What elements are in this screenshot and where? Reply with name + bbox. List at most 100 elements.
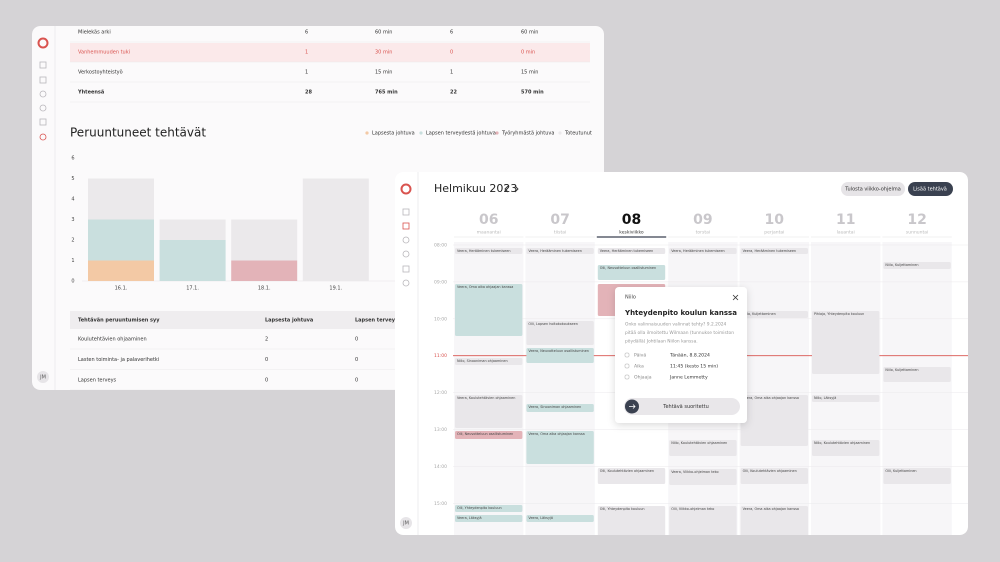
- day-date: 07: [550, 212, 569, 228]
- event-block[interactable]: [455, 248, 523, 254]
- event-block[interactable]: [883, 468, 951, 484]
- y-tick-label: 6: [71, 156, 74, 162]
- event-label: Veera, Viikko-ohjelman teko: [671, 470, 718, 474]
- icon-home[interactable]: [39, 61, 47, 69]
- detail-label: Ohjaaja: [634, 375, 652, 381]
- avatar[interactable]: [400, 517, 412, 529]
- event-block[interactable]: [455, 284, 523, 336]
- icon-stats[interactable]: [39, 133, 47, 141]
- event-block[interactable]: [883, 262, 951, 269]
- event-block[interactable]: [883, 367, 951, 382]
- x-tick-label: 18.1.: [258, 286, 271, 292]
- event-label: Veera, Herääminen tukemiseen: [743, 249, 797, 253]
- y-tick-label: 1: [71, 258, 74, 264]
- y-tick-label: 0: [71, 279, 74, 285]
- table-cell: 0: [450, 50, 453, 56]
- icon-smile[interactable]: [39, 90, 47, 98]
- table-cell: Lapsen terveys: [78, 378, 117, 384]
- event-block[interactable]: [597, 248, 666, 254]
- table-cell: Verkostoyhteistyö: [78, 70, 123, 76]
- day-weekday: maanantai: [477, 230, 501, 236]
- nav-arrows[interactable]: [504, 185, 519, 193]
- table-cell: 2: [265, 337, 268, 343]
- event-label: Olli, Lapsen hoitokokoukseen: [528, 322, 577, 326]
- event-block[interactable]: [740, 468, 808, 484]
- day-date: 11: [836, 212, 855, 228]
- event-block[interactable]: [597, 265, 666, 280]
- button-arrow: [629, 404, 636, 409]
- time-label: 08:00: [434, 243, 447, 249]
- event-label: Niilo, Kuljettaminen: [743, 312, 776, 316]
- time-label: 10:00: [434, 316, 447, 322]
- icon-stats[interactable]: [402, 279, 410, 287]
- x-tick-label: 19.1.: [329, 286, 342, 292]
- day-date: 06: [479, 212, 498, 228]
- event-block[interactable]: [597, 506, 666, 536]
- event-block[interactable]: [669, 469, 737, 485]
- detail-value: Tänään, 8.8.2024: [669, 353, 710, 359]
- icon-doc[interactable]: [39, 118, 47, 126]
- event-label: Veera, Sinooniman ohjaaminen: [528, 405, 581, 409]
- event-label: Niilo, Koulutehtävien ohjaaminen: [814, 441, 870, 445]
- event-block[interactable]: [526, 248, 594, 254]
- icon-calendar[interactable]: [39, 76, 47, 84]
- event-block[interactable]: [812, 311, 880, 374]
- logo: [400, 183, 412, 195]
- popup-description: Onko valinnaisuuden valinnat tehty? 9.2.…: [625, 322, 727, 328]
- detail-value: 11:45 (kesto 15 min): [670, 364, 718, 370]
- event-block[interactable]: [812, 395, 880, 402]
- event-block[interactable]: [740, 395, 808, 446]
- event-block[interactable]: [526, 404, 594, 412]
- event-block[interactable]: [526, 431, 594, 464]
- event-block[interactable]: [455, 515, 523, 522]
- icon-calendar[interactable]: [402, 222, 410, 230]
- event-label: Niilo, Kuljettaminen: [885, 368, 918, 372]
- event-block[interactable]: [740, 248, 808, 254]
- day-weekday: lauantai: [837, 230, 855, 236]
- day-weekday: torstai: [696, 230, 710, 236]
- day-column: [525, 242, 595, 535]
- table-cell: 0 min: [521, 50, 535, 56]
- event-label: Niilo, Kuljettaminen: [885, 263, 918, 267]
- event-label: Veera, Herääminen tukemiseen: [457, 249, 511, 253]
- event-block[interactable]: [669, 440, 737, 456]
- event-block[interactable]: [669, 248, 737, 254]
- event-block[interactable]: [526, 321, 594, 345]
- table-cell: 30 min: [375, 50, 392, 56]
- popup-person: Niilo: [625, 295, 636, 301]
- event-block[interactable]: [740, 506, 808, 536]
- event-label: Veera, Oma aika ohjaajan kanssa: [457, 285, 513, 289]
- event-block[interactable]: [455, 505, 523, 512]
- event-block[interactable]: [812, 440, 880, 456]
- avatar-text: JM: [39, 375, 46, 381]
- event-block[interactable]: [455, 395, 523, 428]
- event-block[interactable]: [669, 506, 737, 536]
- day-date: 12: [907, 212, 926, 228]
- bar-segment: [88, 260, 154, 281]
- table-cell: 1: [450, 70, 453, 76]
- event-block[interactable]: [455, 431, 523, 439]
- event-block[interactable]: [455, 358, 523, 365]
- icon-smile[interactable]: [402, 236, 410, 244]
- popup-description: pöydällä) Johtilaan Niilon kanssa.: [625, 339, 698, 345]
- event-block[interactable]: [597, 468, 666, 484]
- table-cell: 60 min: [375, 30, 392, 36]
- print-button[interactable]: [841, 182, 905, 196]
- day-column: [739, 242, 809, 535]
- day-date: 10: [765, 212, 785, 228]
- icon-home[interactable]: [402, 208, 410, 216]
- event-label: Olli, Koulutehtävien ohjaaminen: [743, 469, 797, 473]
- event-block[interactable]: [526, 348, 594, 363]
- event-label: Niilo, Läksyjä: [814, 396, 836, 400]
- legend-marker: [365, 131, 369, 135]
- avatar[interactable]: [37, 371, 49, 383]
- icon-users[interactable]: [39, 104, 47, 112]
- event-block[interactable]: [740, 311, 808, 318]
- close-icon[interactable]: [732, 294, 739, 301]
- complete-button[interactable]: [624, 398, 740, 415]
- calendar-window: JM Helmikuu 2023 Tulosta viikko-ohjelma …: [395, 172, 968, 536]
- icon-doc[interactable]: [402, 265, 410, 273]
- add-button[interactable]: [908, 182, 953, 196]
- icon-users[interactable]: [402, 250, 410, 258]
- event-block[interactable]: [526, 515, 594, 522]
